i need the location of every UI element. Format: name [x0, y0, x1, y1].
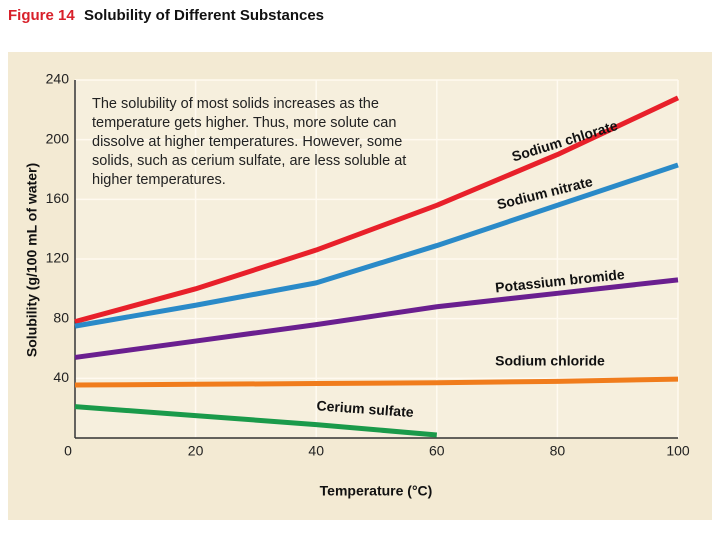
x-tick-label: 0 [64, 443, 72, 459]
y-tick-label: 160 [46, 190, 70, 206]
series-label: Cerium sulfate [316, 397, 414, 420]
series-line [74, 162, 679, 329]
y-tick-label: 200 [46, 130, 70, 146]
x-axis-label: Temperature (°C) [320, 483, 433, 499]
y-tick-label: 120 [46, 250, 70, 266]
x-tick-label: 80 [550, 443, 566, 459]
figure-label: Figure 14 [8, 7, 75, 24]
y-tick-label: 40 [53, 369, 69, 385]
x-tick-label: 20 [188, 443, 204, 459]
annotation: The solubility of most solids increases … [92, 96, 407, 188]
y-axis-label: Solubility (g/100 mL of water) [24, 163, 40, 357]
x-tick-label: 40 [308, 443, 324, 459]
series-line [74, 404, 438, 438]
series-line [74, 376, 679, 388]
series-label: Sodium chloride [495, 353, 605, 369]
chart-title: Solubility of Different Substances [84, 7, 324, 24]
y-tick-label: 240 [46, 71, 70, 87]
y-tick-label: 80 [53, 309, 69, 325]
x-tick-label: 60 [429, 443, 445, 459]
series-line [74, 277, 679, 360]
series-line [74, 95, 680, 325]
x-tick-label: 100 [666, 443, 690, 459]
